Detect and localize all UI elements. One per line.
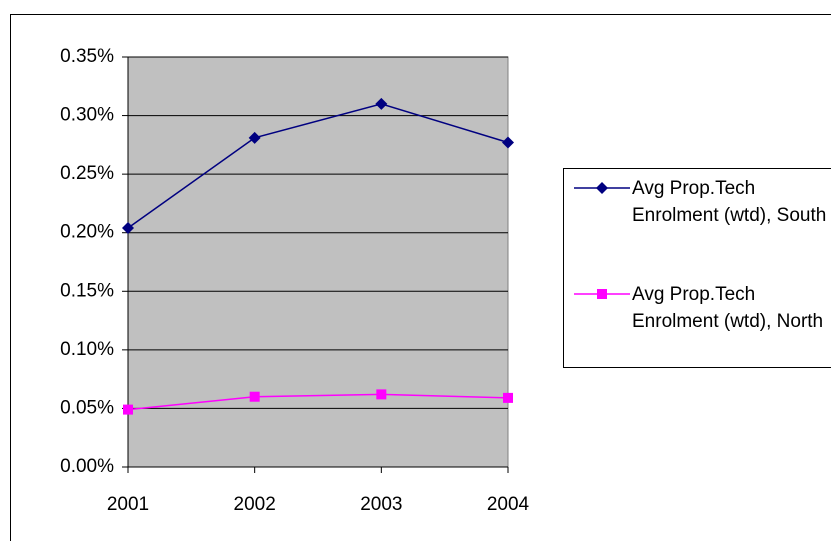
legend-label: Avg Prop.Tech Enrolment (wtd), North	[632, 284, 824, 332]
y-tick-label: 0.20%	[60, 222, 114, 243]
marker	[122, 222, 134, 235]
marker	[248, 131, 261, 144]
y-tick-label: 0.15%	[60, 280, 114, 301]
marker	[123, 404, 133, 415]
marker	[502, 136, 514, 149]
x-tick-label: 2003	[360, 494, 402, 515]
marker	[597, 289, 607, 299]
y-tick-label: 0.10%	[60, 339, 114, 360]
marker	[375, 97, 388, 110]
y-tick-label: 0.30%	[60, 105, 114, 126]
marker	[596, 182, 608, 194]
marker	[503, 392, 513, 403]
y-tick-label: 0.00%	[60, 456, 114, 477]
chart-border	[10, 14, 831, 541]
legend-swatch	[574, 289, 630, 299]
legend-swatch	[574, 182, 630, 194]
legend-label: Avg Prop.Tech Enrolment (wtd), South	[632, 178, 827, 226]
series-line	[127, 103, 509, 229]
y-tick-label: 0.05%	[60, 397, 114, 418]
x-tick-label: 2002	[234, 494, 276, 515]
marker	[376, 389, 387, 400]
plot-area	[127, 56, 509, 468]
y-tick-label: 0.35%	[60, 46, 114, 67]
series-line	[127, 393, 509, 411]
y-tick-label: 0.25%	[60, 163, 114, 184]
legend: Avg Prop.Tech Enrolment (wtd), South Avg …	[563, 168, 831, 368]
x-tick-label: 2004	[487, 494, 530, 515]
marker	[249, 391, 260, 402]
x-tick-label: 2001	[107, 494, 149, 515]
